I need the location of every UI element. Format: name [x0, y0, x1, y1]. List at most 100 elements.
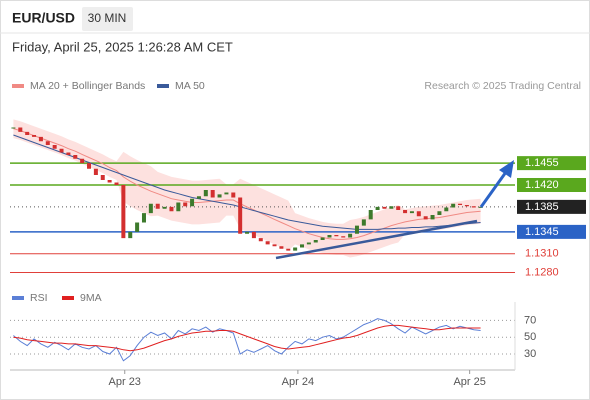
- legend-label: 9MA: [80, 292, 102, 304]
- candle: [162, 206, 167, 209]
- arrow-head: [499, 160, 514, 178]
- candle: [245, 231, 250, 234]
- legend-swatch: [62, 296, 74, 300]
- candle: [87, 163, 92, 169]
- candle: [169, 206, 174, 212]
- candle: [203, 190, 208, 197]
- legend-swatch: [157, 84, 169, 88]
- candle: [73, 155, 78, 159]
- rsi-line: [13, 324, 481, 352]
- candle: [196, 196, 201, 199]
- candle: [231, 192, 236, 198]
- candle: [93, 168, 98, 175]
- candle: [375, 206, 380, 210]
- candle: [238, 197, 243, 234]
- candle: [176, 202, 181, 212]
- candle: [389, 206, 394, 209]
- ma20-line: [13, 128, 481, 240]
- candle: [423, 216, 428, 220]
- candle: [66, 152, 71, 155]
- x-tick-label: Apr 23: [109, 376, 141, 388]
- candle: [354, 225, 359, 234]
- legend-swatch: [12, 296, 24, 300]
- candle: [38, 136, 43, 142]
- plot: 1.1455 1.1420 1.1385 1.1345 1.1310 1.1280 MA 2…: [10, 80, 586, 388]
- candle: [320, 237, 325, 240]
- legend-swatch: [12, 84, 24, 88]
- interval: 30 MIN: [88, 11, 127, 25]
- candle: [59, 148, 64, 153]
- level-label: 1.1280: [525, 266, 559, 278]
- candle: [458, 203, 463, 205]
- legend-label: RSI: [30, 292, 48, 304]
- candle: [210, 190, 215, 198]
- source: Research © 2025 Trading Central: [424, 80, 581, 92]
- candle: [334, 235, 339, 237]
- level-label: 1.1345: [525, 226, 559, 238]
- interval-box: [82, 7, 133, 31]
- candle: [224, 192, 229, 195]
- candle: [430, 215, 435, 220]
- candle: [396, 206, 401, 210]
- candle: [279, 246, 284, 249]
- candle: [403, 210, 408, 214]
- level-label-box: [517, 199, 586, 214]
- candle: [190, 198, 195, 207]
- candle: [251, 231, 256, 239]
- candle: [306, 242, 311, 245]
- candle: [382, 206, 387, 209]
- candle: [100, 175, 105, 180]
- candle: [437, 211, 442, 215]
- legend-label: MA 20 + Bollinger Bands: [30, 80, 145, 92]
- candle: [45, 141, 50, 145]
- level-label-box: [517, 224, 586, 239]
- candle: [348, 233, 353, 238]
- candle: [135, 222, 140, 232]
- candle: [361, 219, 366, 226]
- candle: [451, 203, 456, 208]
- candle: [80, 158, 85, 164]
- candle: [107, 180, 112, 183]
- candle: [444, 207, 449, 212]
- candle: [368, 210, 373, 220]
- x-tick-label: Apr 24: [282, 376, 314, 388]
- candle: [217, 194, 222, 198]
- candle: [155, 203, 160, 209]
- level-label: 1.1455: [525, 157, 559, 169]
- candle: [293, 247, 298, 251]
- candle: [478, 206, 483, 208]
- trend-line: [275, 219, 478, 260]
- level-label: 1.1420: [525, 179, 559, 191]
- level-label: 1.1385: [525, 201, 559, 213]
- candle: [300, 244, 305, 248]
- candle: [114, 182, 119, 185]
- candle: [286, 248, 291, 251]
- candle: [18, 127, 23, 132]
- candle: [148, 203, 153, 214]
- level-label-box: [517, 156, 586, 171]
- candle: [313, 240, 318, 243]
- candle: [25, 131, 30, 135]
- candle: [409, 211, 414, 214]
- candle: [32, 135, 37, 137]
- candle: [471, 206, 476, 208]
- x-tick-label: Apr 25: [453, 376, 485, 388]
- arrow: [479, 171, 508, 208]
- candle: [327, 235, 332, 238]
- candle: [128, 231, 133, 239]
- candle: [416, 211, 421, 217]
- level-label-box: [517, 178, 586, 192]
- candle: [341, 236, 346, 238]
- candle: [272, 244, 277, 247]
- level-label: 1.1310: [525, 248, 559, 260]
- candle: [265, 241, 270, 245]
- y-tick-label: 70: [524, 314, 536, 326]
- candle: [141, 213, 146, 223]
- timestamp: Friday, April 25, 2025 1:26:28 AM CET: [12, 39, 233, 54]
- candle: [464, 205, 469, 207]
- candle: [121, 185, 126, 239]
- candle: [11, 127, 16, 129]
- y-tick-label: 50: [524, 331, 536, 343]
